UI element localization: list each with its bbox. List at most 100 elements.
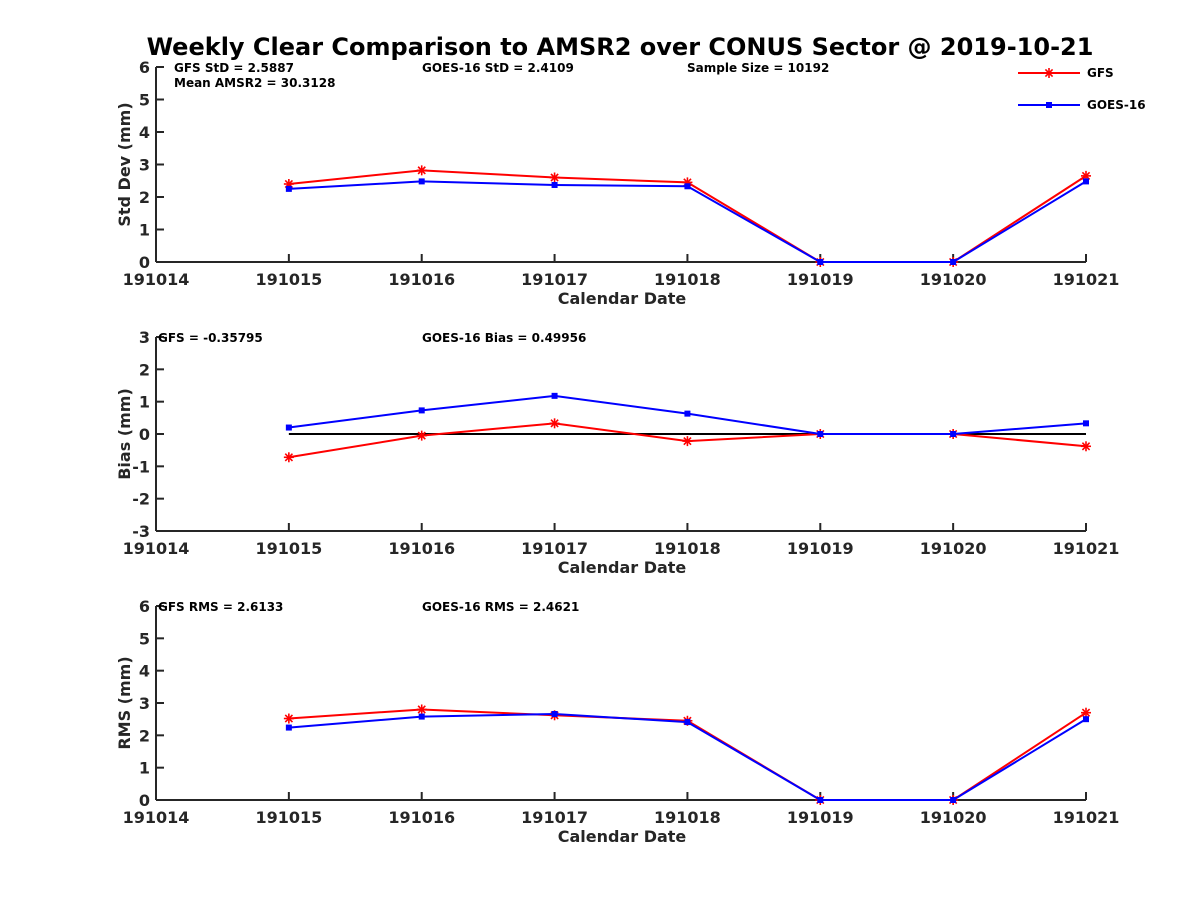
data-point	[684, 719, 691, 726]
data-point	[551, 392, 558, 399]
data-point	[817, 431, 824, 437]
y-axis-label: RMS (mm)	[115, 656, 134, 749]
series-goes-16	[285, 178, 1089, 265]
data-point	[1083, 716, 1089, 723]
series-goes-16	[285, 710, 1089, 803]
data-point	[285, 185, 292, 192]
data-point	[1081, 170, 1091, 181]
y-tick-label: 3	[139, 156, 150, 175]
x-tick-label: 191018	[654, 270, 721, 289]
series-gfs	[283, 418, 1091, 463]
legend-label: GOES-16	[1087, 98, 1146, 112]
x-tick-label: 191015	[255, 270, 322, 289]
data-point	[416, 165, 427, 176]
data-point	[418, 178, 425, 185]
data-point	[1083, 420, 1089, 427]
stat-annotation: GFS = -0.35795	[158, 331, 263, 345]
y-tick-label: -3	[132, 522, 150, 541]
legend: GFS GOES-16	[1018, 66, 1146, 112]
y-tick-label: 6	[139, 58, 150, 77]
x-tick-label: 191014	[123, 270, 190, 289]
x-tick-label: 191021	[1053, 539, 1120, 558]
data-point	[950, 797, 957, 803]
x-tick-label: 191014	[123, 808, 190, 827]
x-tick-label: 191020	[920, 808, 987, 827]
data-point	[285, 724, 292, 731]
legend-entry-gfs: GFS	[1018, 66, 1114, 80]
x-tick-label: 191018	[654, 808, 721, 827]
data-point	[684, 410, 691, 417]
panel-2: -3 -2 -1 0 1 2 3 191014 191015 191016 191017 191018…	[115, 328, 1119, 577]
y-tick-label: 5	[139, 91, 150, 110]
y-tick-label: -1	[132, 457, 150, 476]
data-point	[416, 430, 427, 441]
x-axis-label: Calendar Date	[558, 289, 687, 308]
y-tick-label: 0	[139, 425, 150, 444]
panel-1: 0 1 2 3 4 5 6 191014 191015 191016 191017 191018 191…	[115, 58, 1119, 308]
x-tick-label: 191015	[255, 539, 322, 558]
data-point	[551, 710, 558, 717]
x-tick-label: 191019	[787, 539, 854, 558]
x-tick-label: 191017	[521, 539, 588, 558]
panel-3: 0 1 2 3 4 5 6 191014 191015 191016 191017 191018 191…	[115, 597, 1119, 846]
data-point	[682, 436, 693, 447]
panels: 0 1 2 3 4 5 6 191014 191015 191016 191017 191018 191…	[115, 58, 1119, 846]
x-tick-label: 191016	[388, 270, 455, 289]
y-tick-label: 1	[139, 221, 150, 240]
data-point	[549, 172, 560, 183]
x-tick-label: 191020	[920, 539, 987, 558]
y-tick-label: 2	[139, 188, 150, 207]
stat-annotation: GOES-16 StD = 2.4109	[422, 61, 574, 75]
y-tick-label: 1	[139, 759, 150, 778]
data-point	[1081, 441, 1091, 452]
x-axis-label: Calendar Date	[558, 827, 687, 846]
stat-annotation: GOES-16 RMS = 2.4621	[422, 600, 579, 614]
x-tick-label: 191018	[654, 539, 721, 558]
y-tick-label: 0	[139, 791, 150, 810]
x-tick-label: 191016	[388, 808, 455, 827]
data-point	[817, 259, 824, 265]
x-tick-label: 191015	[255, 808, 322, 827]
x-tick-label: 191017	[521, 270, 588, 289]
stat-annotation: Sample Size = 10192	[687, 61, 829, 75]
y-tick-label: 2	[139, 360, 150, 379]
data-point	[418, 407, 425, 414]
series-goes-16	[285, 392, 1089, 437]
x-tick-label: 191019	[787, 808, 854, 827]
chart-title: Weekly Clear Comparison to AMSR2 over CO…	[147, 33, 1094, 61]
y-axis-label: Std Dev (mm)	[115, 102, 134, 226]
y-tick-label: 4	[139, 662, 150, 681]
x-axis-label: Calendar Date	[558, 558, 687, 577]
data-point	[283, 452, 294, 463]
data-point	[684, 183, 691, 190]
y-tick-label: 3	[139, 694, 150, 713]
data-point	[1044, 68, 1054, 78]
data-point	[817, 797, 824, 803]
stat-annotation: GFS StD = 2.5887	[174, 61, 294, 75]
data-point	[1081, 707, 1091, 718]
legend-label: GFS	[1087, 66, 1114, 80]
x-tick-label: 191014	[123, 539, 190, 558]
data-point	[1046, 102, 1052, 108]
y-tick-label: 4	[139, 123, 150, 142]
series-line	[288, 180, 1087, 263]
data-point	[283, 713, 294, 724]
data-point	[950, 259, 957, 265]
y-tick-label: -2	[132, 490, 150, 509]
series-line	[288, 712, 1087, 801]
x-tick-label: 191021	[1053, 270, 1120, 289]
stat-annotation: Mean AMSR2 = 30.3128	[174, 76, 335, 90]
data-point	[551, 181, 558, 188]
x-tick-label: 191021	[1053, 808, 1120, 827]
x-tick-label: 191017	[521, 808, 588, 827]
stat-annotation: GOES-16 Bias = 0.49956	[422, 331, 586, 345]
y-tick-label: 3	[139, 328, 150, 347]
data-point	[418, 713, 425, 720]
y-tick-label: 5	[139, 629, 150, 648]
y-tick-label: 6	[139, 597, 150, 616]
x-tick-label: 191019	[787, 270, 854, 289]
y-tick-label: 0	[139, 253, 150, 272]
data-point	[950, 431, 957, 437]
x-tick-label: 191020	[920, 270, 987, 289]
